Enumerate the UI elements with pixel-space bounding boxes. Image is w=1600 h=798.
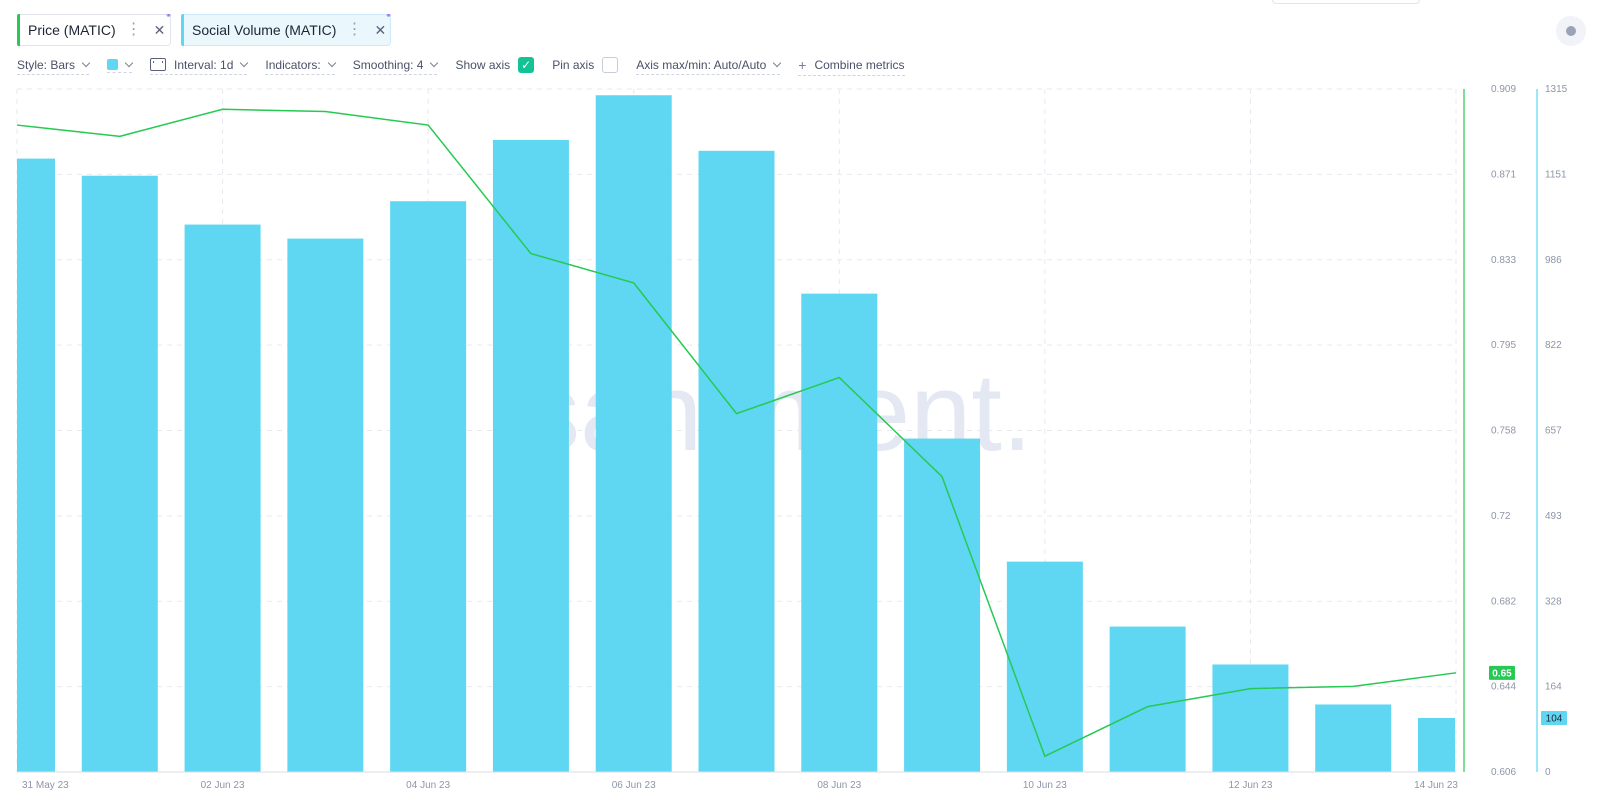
x-tick-label: 10 Jun 23 [1023, 780, 1067, 791]
x-tick-label: 02 Jun 23 [201, 780, 245, 791]
combine-metrics-button[interactable]: + Combine metrics [798, 56, 905, 76]
volume-bar [184, 224, 261, 772]
metric-tab-price-label: Price (MATIC) [28, 22, 116, 38]
link-icon: ⚭ [385, 11, 392, 20]
more-vertical-icon[interactable]: ⋮ [125, 21, 142, 38]
volume-bar [1006, 561, 1083, 772]
color-swatch [107, 59, 119, 70]
x-tick-label: 31 May 23 [22, 780, 69, 791]
x-tick-label: 14 Jun 23 [1414, 780, 1458, 791]
volume-bar [390, 201, 467, 772]
close-icon[interactable]: ✕ [374, 22, 387, 38]
x-tick-label: 04 Jun 23 [406, 780, 450, 791]
show-axis-toggle[interactable]: Show axis ✓ [455, 57, 535, 75]
volume-tick-label: 0 [1545, 767, 1551, 778]
pin-axis-toggle[interactable]: Pin axis [552, 57, 619, 75]
show-axis-checkbox[interactable]: ✓ [518, 57, 535, 73]
smoothing-dropdown[interactable]: Smoothing: 4 [352, 57, 439, 75]
price-tick-label: 0.909 [1491, 84, 1516, 95]
volume-bar [1315, 704, 1392, 772]
axis-maxmin-label: Axis max/min: Auto/Auto [636, 57, 767, 72]
volume-tick-label: 493 [1545, 511, 1562, 522]
x-tick-label: 12 Jun 23 [1228, 780, 1272, 791]
indicators-dropdown[interactable]: Indicators: [265, 57, 337, 75]
social-volume-color-indicator [181, 14, 184, 46]
price-tick-label: 0.795 [1491, 340, 1516, 351]
volume-tick-label: 1315 [1545, 84, 1568, 95]
metric-tab-price[interactable]: Price (MATIC) ⋮ ✕ ⚭ [17, 11, 172, 46]
dot-icon [1566, 26, 1576, 36]
volume-last-value-label: 104 [1546, 713, 1563, 724]
chart-toolbar: Style: Bars Interval: 1d Indicators: Smo… [17, 56, 923, 76]
volume-bar [801, 293, 878, 772]
volume-tick-label: 822 [1545, 340, 1562, 351]
close-icon[interactable]: ✕ [153, 22, 166, 38]
metric-tab-social-volume-label: Social Volume (MATIC) [192, 22, 337, 38]
calendar-icon [150, 58, 167, 71]
axis-maxmin-dropdown[interactable]: Axis max/min: Auto/Auto [636, 57, 782, 75]
price-color-indicator [17, 14, 20, 46]
volume-bar [698, 150, 775, 772]
volume-tick-label: 164 [1545, 682, 1562, 693]
price-tick-label: 0.72 [1491, 511, 1511, 522]
style-label: Style: Bars [17, 57, 76, 72]
volume-bar [595, 95, 672, 773]
plus-icon: + [798, 56, 807, 73]
volume-tick-label: 657 [1545, 426, 1562, 437]
show-axis-label: Show axis [455, 58, 511, 72]
indicators-label: Indicators: [265, 57, 321, 72]
price-tick-label: 0.871 [1491, 169, 1516, 180]
price-last-value-label: 0.65 [1492, 668, 1512, 679]
settings-toggle-button[interactable] [1556, 16, 1586, 46]
interval-dropdown[interactable]: Interval: 1d [150, 57, 249, 75]
volume-tick-label: 986 [1545, 255, 1562, 266]
volume-bar [287, 238, 364, 773]
style-dropdown[interactable]: Style: Bars [17, 57, 91, 75]
volume-bar [904, 438, 981, 772]
price-tick-label: 0.833 [1491, 255, 1516, 266]
link-icon: ⚭ [165, 11, 172, 20]
price-tick-label: 0.682 [1491, 596, 1516, 607]
volume-bar [1418, 717, 1455, 772]
volume-bar [81, 175, 158, 772]
volume-tick-label: 1151 [1545, 169, 1567, 180]
volume-tick-label: 328 [1545, 596, 1562, 607]
combine-metrics-label: Combine metrics [814, 57, 905, 72]
volume-bar [1109, 626, 1186, 772]
volume-bar [492, 139, 569, 772]
metric-tab-social-volume[interactable]: Social Volume (MATIC) ⋮ ✕ ⚭ [181, 11, 392, 46]
pin-axis-label: Pin axis [552, 58, 595, 72]
volume-bar [1212, 664, 1289, 772]
x-tick-label: 08 Jun 23 [817, 780, 861, 791]
volume-last-value-badge [1541, 710, 1567, 725]
color-picker-dropdown[interactable] [107, 58, 134, 73]
interval-label: Interval: 1d [174, 57, 234, 72]
smoothing-label: Smoothing: 4 [352, 57, 424, 72]
pin-axis-checkbox[interactable] [602, 57, 619, 73]
price-tick-label: 0.644 [1491, 682, 1516, 693]
price-last-value-badge [1489, 665, 1515, 680]
more-vertical-icon[interactable]: ⋮ [346, 21, 363, 38]
price-tick-label: 0.758 [1491, 426, 1516, 437]
price-tick-label: 0.606 [1491, 767, 1516, 778]
volume-bar [17, 158, 55, 772]
x-tick-label: 06 Jun 23 [612, 780, 656, 791]
